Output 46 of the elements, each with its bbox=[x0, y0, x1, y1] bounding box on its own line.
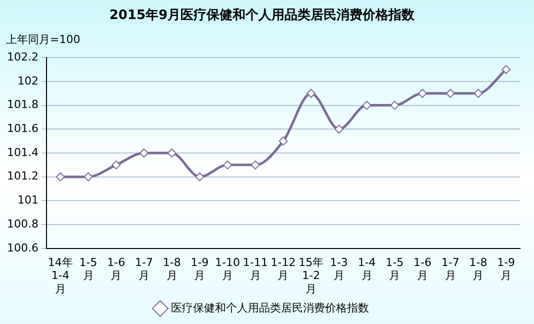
x-tick-label: 1-11月 bbox=[242, 256, 268, 282]
y-axis-title: 上年同月=100 bbox=[6, 32, 80, 47]
x-tick-label: 1-10月 bbox=[215, 256, 240, 282]
point bbox=[139, 148, 148, 158]
y-tick-label: 100.6 bbox=[6, 241, 38, 254]
point bbox=[474, 88, 483, 98]
y-tick-label: 102.2 bbox=[6, 50, 38, 64]
x-tick-label: 1-9月 bbox=[497, 256, 516, 282]
point bbox=[223, 160, 232, 170]
point bbox=[56, 172, 65, 182]
point bbox=[250, 160, 260, 170]
x-tick-label: 1-9月 bbox=[190, 256, 209, 282]
y-tick-label: 101.6 bbox=[6, 122, 38, 136]
x-tick-label: 1-6月 bbox=[414, 256, 432, 282]
x-tick-label: 1-5月 bbox=[386, 256, 404, 282]
legend-label: 医疗保健和个人用品类居民消费价格指数 bbox=[170, 301, 369, 314]
y-tick-label: 100.8 bbox=[6, 217, 38, 230]
x-tick-label: 1-7月 bbox=[441, 256, 460, 282]
y-tick-label: 101.4 bbox=[6, 146, 38, 159]
point bbox=[334, 124, 344, 134]
x-tick-label: 14年1-4月 bbox=[48, 256, 73, 296]
x-tick-label: 1-3月 bbox=[330, 256, 348, 282]
point bbox=[278, 136, 288, 146]
x-tick-label: 1-8月 bbox=[162, 256, 181, 282]
x-tick-label: 15年1-2月 bbox=[298, 256, 324, 296]
point bbox=[167, 148, 176, 158]
x-tick-label: 1-12月 bbox=[270, 256, 296, 282]
point bbox=[418, 88, 428, 98]
point bbox=[306, 88, 316, 98]
y-tick-label: 102 bbox=[17, 74, 38, 88]
point bbox=[390, 100, 400, 110]
y-tick-label: 101.2 bbox=[6, 170, 38, 183]
y-tick-label: 101.8 bbox=[6, 98, 38, 112]
point bbox=[502, 65, 511, 74]
x-tick-label: 1-8月 bbox=[469, 256, 488, 282]
x-tick-label: 1-4月 bbox=[358, 256, 376, 282]
y-tick-label: 101 bbox=[17, 194, 38, 207]
point bbox=[195, 172, 204, 182]
chart-title: 2015年9月医疗保健和个人用品类居民消费价格指数 bbox=[109, 7, 416, 24]
x-tick-label: 1-7月 bbox=[134, 256, 153, 282]
x-tick-label: 1-5月 bbox=[79, 256, 98, 282]
point bbox=[84, 172, 93, 182]
point bbox=[112, 160, 121, 170]
point bbox=[446, 88, 455, 98]
point bbox=[362, 100, 372, 110]
x-tick-label: 1-6月 bbox=[107, 256, 126, 282]
